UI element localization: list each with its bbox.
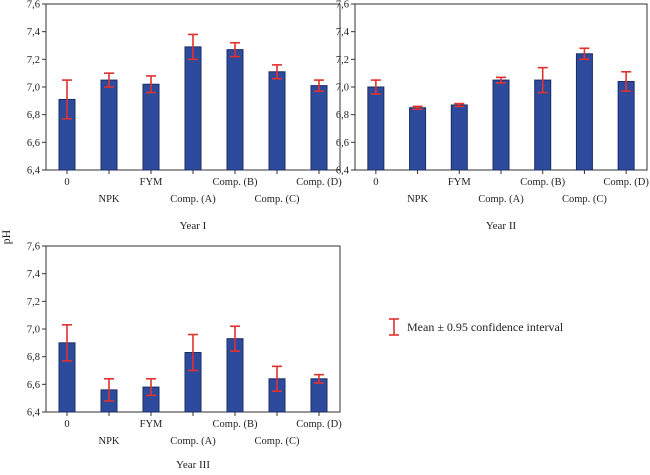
bar bbox=[268, 71, 286, 171]
y-tick-label: 6,6 bbox=[27, 138, 40, 149]
x-category-label: Comp. (A) bbox=[478, 194, 524, 205]
y-tick-label: 7,2 bbox=[27, 297, 40, 308]
x-category-label: Comp. (D) bbox=[603, 177, 649, 188]
panel-title: Year III bbox=[176, 459, 210, 471]
y-axis-label: pH bbox=[0, 229, 13, 244]
x-category-label: FYM bbox=[140, 177, 163, 188]
panel-2: 6,4 6,6 6,8 7,0 7,2 7,4 7,6 0 NPK FYM Comp. (A) Com… bbox=[336, 0, 650, 232]
y-tick-label: 7,4 bbox=[27, 269, 41, 280]
y-tick-label: 7,0 bbox=[27, 325, 40, 336]
bar bbox=[575, 53, 593, 171]
y-tick-label: 6,4 bbox=[27, 408, 41, 419]
y-tick-label: 7,2 bbox=[27, 55, 40, 66]
y-tick-label: 7,4 bbox=[336, 27, 350, 38]
x-category-label: Comp. (C) bbox=[255, 436, 300, 447]
y-tick-label: 7,6 bbox=[336, 0, 349, 11]
x-category-label: FYM bbox=[140, 419, 163, 430]
bar bbox=[450, 104, 468, 171]
y-tick-label: 7,0 bbox=[27, 83, 40, 94]
panel-1: 6,4 6,6 6,8 7,0 7,2 7,4 7,6 0 NPK FYM Comp. (A) Com… bbox=[27, 0, 342, 232]
x-category-label: Comp. (C) bbox=[255, 194, 300, 205]
y-tick-label: 6,4 bbox=[336, 166, 350, 177]
y-tick-label: 6,8 bbox=[336, 110, 349, 121]
legend-label: Mean ± 0.95 confidence interval bbox=[407, 320, 564, 334]
bar bbox=[100, 79, 118, 171]
y-tick-label: 7,4 bbox=[27, 27, 41, 38]
y-tick-label: 7,0 bbox=[336, 83, 349, 94]
x-category-label: 0 bbox=[64, 177, 69, 188]
x-category-label: NPK bbox=[98, 194, 119, 205]
bar bbox=[142, 83, 160, 171]
bar bbox=[534, 79, 552, 171]
x-category-label: Comp. (D) bbox=[296, 419, 342, 430]
bar bbox=[310, 378, 328, 413]
x-category-label: Comp. (B) bbox=[520, 177, 565, 188]
panel-3: 6,4 6,6 6,8 7,0 7,2 7,4 7,6 0 NPK FYM Comp. (A) Com… bbox=[27, 242, 342, 472]
x-category-label: 0 bbox=[373, 177, 378, 188]
y-tick-label: 7,6 bbox=[27, 242, 40, 253]
x-category-label: Comp. (D) bbox=[296, 177, 342, 188]
legend: Mean ± 0.95 confidence interval bbox=[389, 318, 564, 336]
bar bbox=[310, 85, 328, 171]
y-tick-label: 6,6 bbox=[27, 380, 40, 391]
legend-error-bar-icon bbox=[389, 318, 399, 336]
y-tick-label: 6,8 bbox=[27, 110, 40, 121]
x-category-label: Comp. (C) bbox=[562, 194, 607, 205]
bar bbox=[492, 79, 510, 171]
bar bbox=[617, 80, 635, 171]
bar bbox=[409, 107, 427, 171]
bar bbox=[226, 49, 244, 171]
x-category-label: NPK bbox=[407, 194, 428, 205]
panel-title: Year I bbox=[180, 220, 207, 232]
y-tick-label: 6,6 bbox=[336, 138, 349, 149]
x-category-label: Comp. (B) bbox=[213, 419, 258, 430]
y-tick-label: 7,6 bbox=[27, 0, 40, 11]
x-category-label: Comp. (A) bbox=[170, 436, 216, 447]
bar bbox=[367, 86, 385, 171]
bar bbox=[184, 46, 202, 171]
chart-panels: 6,4 6,6 6,8 7,0 7,2 7,4 7,6 0 NPK FYM Comp. (A) Com… bbox=[27, 0, 650, 471]
x-category-label: 0 bbox=[64, 419, 69, 430]
y-tick-label: 6,8 bbox=[27, 352, 40, 363]
x-category-label: NPK bbox=[98, 436, 119, 447]
x-category-label: Comp. (A) bbox=[170, 194, 216, 205]
x-category-label: Comp. (B) bbox=[213, 177, 258, 188]
x-category-label: FYM bbox=[448, 177, 471, 188]
y-tick-label: 6,4 bbox=[27, 166, 41, 177]
panel-title: Year II bbox=[486, 220, 517, 232]
y-tick-label: 7,2 bbox=[336, 55, 349, 66]
